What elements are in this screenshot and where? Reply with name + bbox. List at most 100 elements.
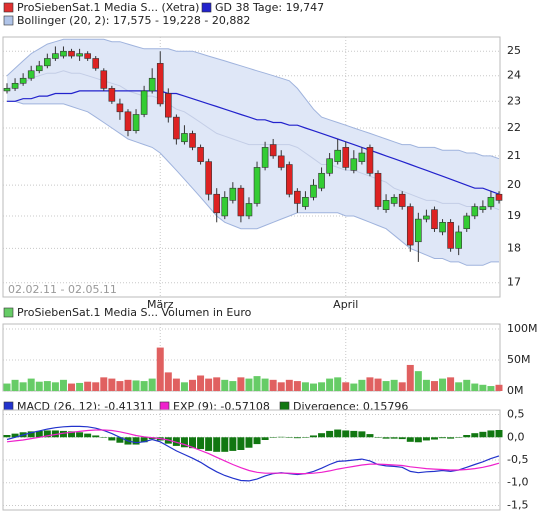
divergence-bar (390, 437, 398, 439)
volume-bar (245, 378, 253, 391)
candle-body (374, 172, 382, 207)
candle-body (197, 147, 204, 162)
volume-bar (366, 377, 374, 391)
divergence-bar (334, 429, 342, 438)
volume-bar (11, 379, 19, 391)
candle-body (92, 58, 100, 69)
candle-body (148, 77, 156, 92)
y-tick-label: 25 (507, 44, 521, 57)
y-tick-label: 23 (507, 94, 521, 107)
divergence-bar (27, 431, 35, 438)
x-tick-label: März (147, 298, 174, 311)
divergence-bar (253, 437, 261, 445)
candle-body (108, 88, 116, 102)
volume-bar (269, 379, 277, 391)
candle-body (229, 187, 237, 201)
divergence-bar (318, 433, 326, 438)
y-tick-label: 0,5 (507, 408, 525, 421)
candle-body (358, 152, 366, 162)
legend-label: Bollinger (20, 2): 17,575 - 19,228 - 20,… (17, 14, 250, 27)
volume-bar (237, 377, 245, 391)
candle-body (156, 63, 164, 105)
divergence-bar (116, 437, 124, 443)
legend-swatch (3, 15, 14, 26)
y-tick-label: 100M (507, 322, 538, 335)
volume-bar (189, 379, 197, 391)
bollinger-middle (6, 70, 500, 211)
candle-body (495, 193, 503, 201)
candle-body (3, 88, 11, 92)
y-tick-label: -0,5 (507, 453, 528, 466)
y-tick-label: 19 (507, 209, 521, 222)
y-tick-label: -1,5 (507, 498, 528, 511)
y-tick-label: 17 (507, 276, 521, 289)
volume-bar (261, 378, 269, 391)
legend-swatch (201, 2, 212, 13)
macd-line (6, 425, 500, 482)
volume-bar (479, 384, 487, 391)
volume-bar (487, 386, 495, 391)
divergence-bar (398, 437, 406, 440)
volume-bar (334, 377, 342, 391)
divergence-bar (197, 437, 205, 450)
divergence-bar (301, 437, 309, 438)
divergence-bar (422, 437, 430, 441)
volume-bar (229, 381, 237, 391)
volume-bar (382, 381, 390, 391)
divergence-bar (447, 437, 455, 439)
volume-bar (35, 381, 43, 391)
divergence-bar (326, 430, 334, 438)
divergence-bar (439, 437, 447, 439)
candle-body (181, 133, 188, 143)
divergence-bar (51, 430, 59, 438)
volume-bar (3, 383, 11, 391)
candle-body (173, 116, 180, 140)
volume-bar (116, 381, 124, 391)
volume-bar (27, 378, 35, 391)
volume-bar (51, 382, 59, 391)
y-tick-label: -1,0 (507, 476, 528, 489)
y-tick-label: 22 (507, 121, 521, 134)
volume-bar (197, 375, 205, 391)
volume-bar (68, 383, 76, 391)
divergence-bar (3, 435, 11, 438)
candle-body (431, 209, 438, 230)
volume-bar (318, 382, 326, 391)
gd-line (7, 90, 500, 195)
volume-bar (285, 379, 293, 391)
divergence-bar (366, 434, 374, 438)
candle-body (423, 215, 430, 220)
volume-bar (140, 381, 148, 391)
candle-body (479, 206, 487, 210)
divergence-bar (374, 437, 382, 438)
volume-bar (358, 379, 366, 391)
volume-bar (148, 378, 156, 391)
panel-frame (2, 409, 501, 511)
divergence-bar (495, 430, 503, 438)
candle-body (390, 196, 398, 204)
divergence-bar (221, 437, 229, 452)
candle-body (415, 218, 422, 243)
volume-bar (463, 379, 471, 391)
candle-body (277, 155, 285, 168)
volume-bar (309, 383, 317, 391)
divergence-bar (213, 437, 221, 452)
y-tick-label: 0M (507, 384, 524, 397)
legend-label: ProSiebenSat.1 Media S... Volumen in Eur… (17, 306, 252, 319)
divergence-bar (180, 437, 188, 448)
volume-bar (398, 382, 406, 391)
volume-bar (213, 377, 221, 391)
volume-bar (156, 347, 164, 391)
volume-bar (301, 382, 309, 391)
volume-bar (495, 384, 503, 391)
macd-line (6, 429, 500, 475)
candle-body (116, 103, 124, 113)
candle-body (318, 172, 325, 189)
divergence-bar (406, 437, 414, 442)
volume-bar (277, 382, 285, 391)
divergence-bar (84, 433, 92, 438)
volume-bar (374, 378, 382, 391)
candle-body (447, 222, 454, 249)
divergence-bar (108, 437, 116, 441)
